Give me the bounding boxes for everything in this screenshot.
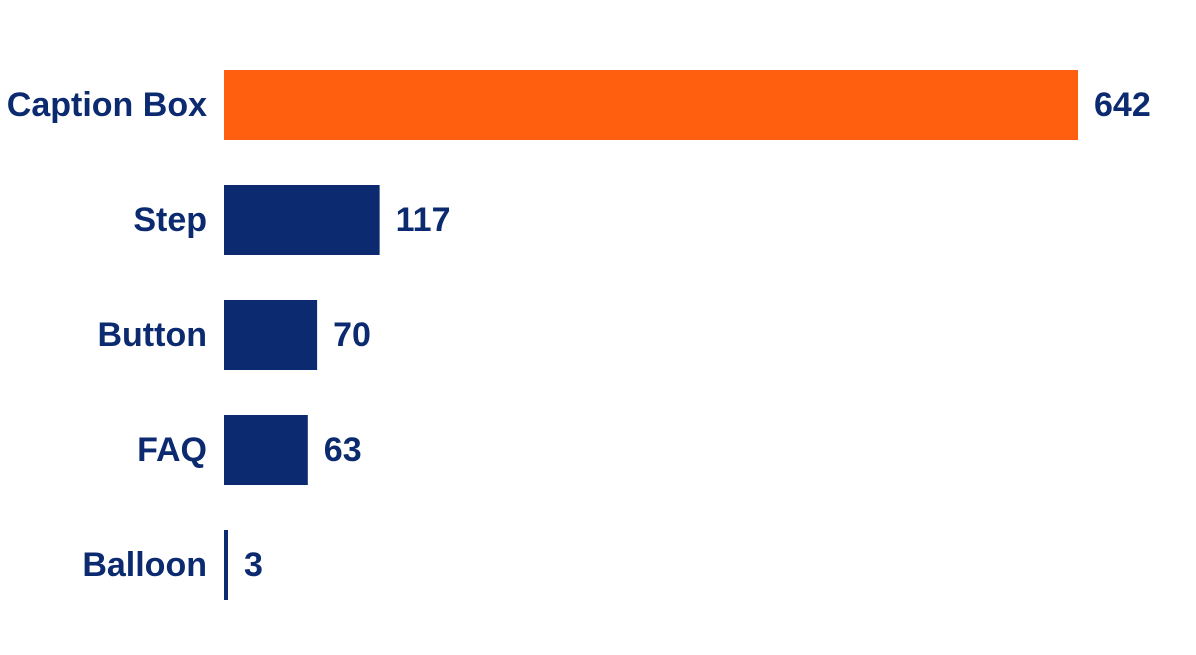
value-label: 70	[333, 316, 371, 354]
category-label: Button	[97, 316, 207, 354]
category-label: Caption Box	[7, 86, 207, 124]
category-label: Step	[133, 201, 207, 239]
value-label: 3	[244, 546, 263, 584]
bar	[224, 530, 228, 600]
bar	[224, 70, 1078, 140]
value-label: 117	[396, 201, 451, 239]
bar	[224, 185, 380, 255]
bar	[224, 415, 308, 485]
category-label: FAQ	[137, 431, 207, 469]
value-label: 642	[1094, 86, 1151, 124]
value-label: 63	[324, 431, 362, 469]
bar	[224, 300, 318, 370]
category-label: Balloon	[82, 546, 207, 584]
